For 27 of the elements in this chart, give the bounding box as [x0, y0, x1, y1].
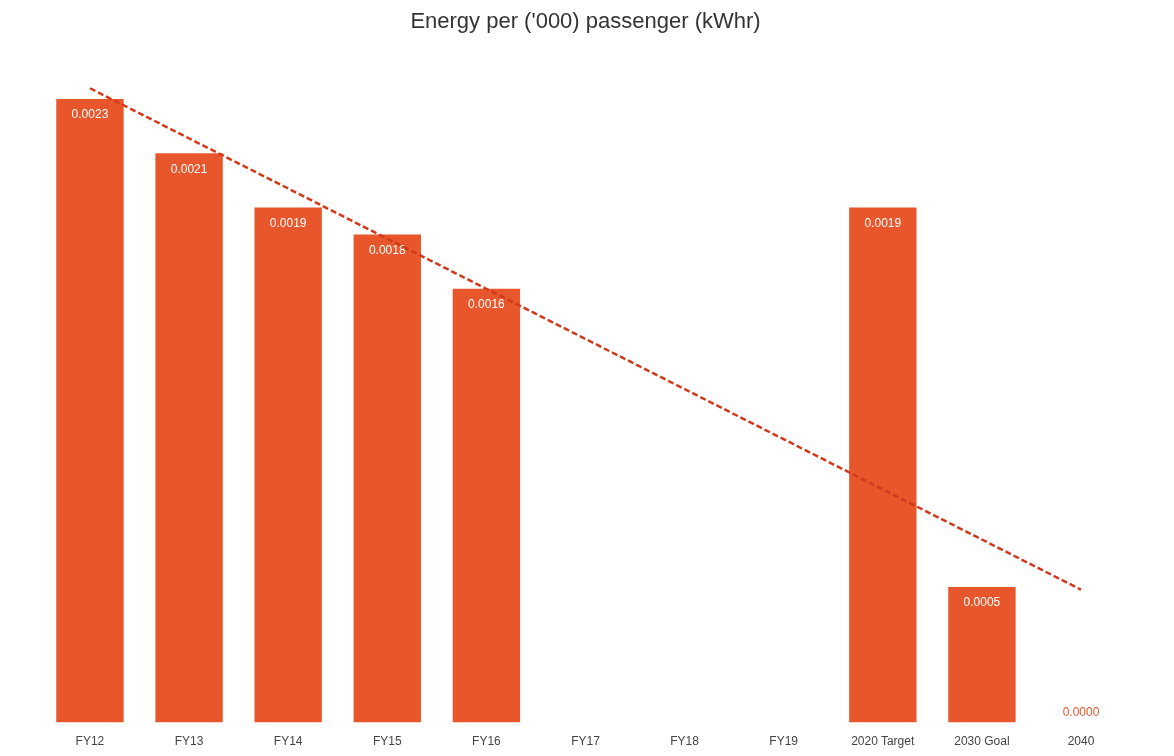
x-tick-label: FY15 [372, 733, 402, 748]
data-label: 0.0005 [963, 595, 1001, 610]
bar [353, 234, 421, 723]
x-tick-label: FY17 [571, 733, 601, 748]
bar [56, 99, 124, 723]
data-label: 0.0019 [864, 215, 902, 230]
x-tick-label: FY14 [273, 733, 303, 748]
data-label: 0.0021 [170, 161, 208, 176]
x-tick-label: FY18 [670, 733, 700, 748]
chart-title: Energy per ('000) passenger (kWhr) [410, 7, 761, 33]
data-label: 0.0018 [368, 242, 406, 257]
x-tick-label: FY19 [769, 733, 799, 748]
bar [849, 207, 917, 723]
bar [948, 586, 1016, 723]
data-label: 0.0000 [1062, 704, 1100, 719]
data-label: 0.0023 [71, 107, 109, 122]
x-tick-label: 2030 Goal [954, 733, 1010, 748]
x-tick-label: 2020 Target [851, 733, 915, 748]
x-tick-label: 2040 [1067, 733, 1095, 748]
bar [452, 288, 521, 723]
bar [254, 207, 322, 723]
data-label: 0.0019 [269, 215, 307, 230]
data-label: 0.0016 [468, 297, 506, 312]
bar [155, 153, 223, 723]
x-tick-label: FY13 [174, 733, 204, 748]
x-tick-label: FY16 [472, 733, 502, 748]
x-tick-label: FY12 [75, 733, 105, 748]
